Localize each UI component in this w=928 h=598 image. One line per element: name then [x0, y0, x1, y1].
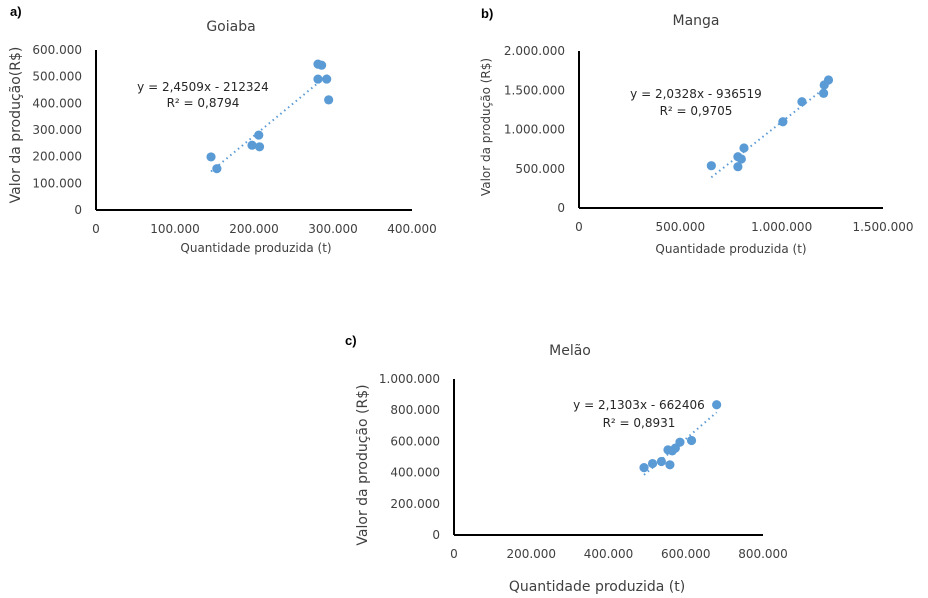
data-point [254, 130, 264, 140]
x-tick-label: 1.000.000 [751, 220, 812, 234]
x-tick-label: 0 [450, 547, 458, 561]
x-tick-label: 0 [575, 220, 583, 234]
trendline [210, 73, 330, 173]
x-tick-label: 600.000 [661, 547, 711, 561]
data-point [739, 143, 749, 153]
data-point [656, 456, 667, 467]
data-point [675, 437, 685, 447]
x-tick-label: 100.000 [150, 222, 200, 236]
x-tick-label: 400.000 [387, 222, 437, 236]
data-point [797, 97, 807, 107]
y-tick-label: 0 [432, 528, 440, 542]
data-point [823, 75, 834, 85]
data-point [686, 435, 697, 446]
chart-title: Goiaba [206, 19, 255, 35]
data-point [322, 74, 332, 84]
x-tick-label: 300.000 [308, 222, 358, 236]
x-tick-label: 200.000 [229, 222, 279, 236]
data-point [706, 161, 716, 171]
data-point [736, 154, 746, 164]
data-point [212, 164, 222, 174]
data-point [778, 117, 788, 127]
data-point [324, 95, 334, 105]
data-point [733, 162, 743, 172]
y-tick-label: 200.000 [390, 497, 440, 511]
y-axis-title: Valor da produção (R$) [479, 58, 493, 196]
x-tick-label: 500.000 [656, 220, 706, 234]
y-tick-label: 200.000 [32, 150, 82, 164]
panel-label: b) [481, 6, 493, 21]
trendline-equation: y = 2,1303x - 662406 [573, 398, 705, 412]
chart-manga: b) Manga Quantidade produzida (t) Valor … [479, 6, 914, 256]
data-point [819, 88, 829, 98]
y-tick-label: 500.000 [32, 70, 82, 84]
data-point [254, 142, 265, 152]
chart-melao: c) Melão Quantidade produzida (t) Valor … [345, 333, 788, 595]
data-point [647, 458, 658, 469]
y-tick-label: 1.000.000 [504, 123, 565, 137]
y-tick-label: 500.000 [515, 162, 565, 176]
x-tick-label: 200.000 [506, 547, 556, 561]
x-tick-label: 400.000 [584, 547, 634, 561]
x-tick-label: 0 [92, 222, 100, 236]
y-tick-label: 0 [557, 201, 565, 215]
y-axis-title: Valor da produção (R$) [355, 384, 371, 545]
y-axis-title: Valor da produção(R$) [8, 47, 24, 204]
trendline-equation: y = 2,0328x - 936519 [630, 87, 762, 101]
chart-title: Manga [673, 13, 720, 29]
y-tick-label: 1.500.000 [504, 83, 565, 97]
x-tick-label: 800.000 [738, 547, 788, 561]
trendline-r2: R² = 0,9705 [660, 104, 733, 118]
y-tick-label: 400.000 [32, 96, 82, 110]
x-tick-label: 1.500.000 [852, 220, 913, 234]
panel-label: a) [10, 4, 22, 19]
trendline-equation: y = 2,4509x - 212324 [137, 80, 269, 94]
chart-title: Melão [549, 343, 591, 359]
x-axis-title: Quantidade produzida (t) [655, 242, 806, 256]
y-tick-label: 800.000 [390, 403, 440, 417]
x-axis-title: Quantidade produzida (t) [180, 241, 331, 255]
y-tick-label: 100.000 [32, 176, 82, 190]
panel-label: c) [345, 333, 357, 348]
data-point [206, 152, 216, 162]
data-point [665, 460, 675, 470]
data-point [639, 463, 649, 473]
y-tick-label: 1.000.000 [379, 372, 440, 386]
y-tick-label: 400.000 [390, 466, 440, 480]
y-tick-label: 600.000 [390, 434, 440, 448]
trendline-r2: R² = 0,8931 [603, 416, 676, 430]
y-tick-label: 0 [74, 203, 82, 217]
y-tick-label: 2.000.000 [504, 44, 565, 58]
x-axis-title: Quantidade produzida (t) [509, 579, 685, 595]
trendline-r2: R² = 0,8794 [167, 96, 240, 110]
data-point [317, 60, 327, 70]
data-point [313, 74, 323, 84]
data-point [712, 400, 722, 410]
y-tick-label: 300.000 [32, 123, 82, 137]
chart-goiaba: a) Goiaba Quantidade produzida (t) Valor… [8, 4, 437, 255]
data-point [247, 140, 257, 150]
y-tick-label: 600.000 [32, 43, 82, 57]
